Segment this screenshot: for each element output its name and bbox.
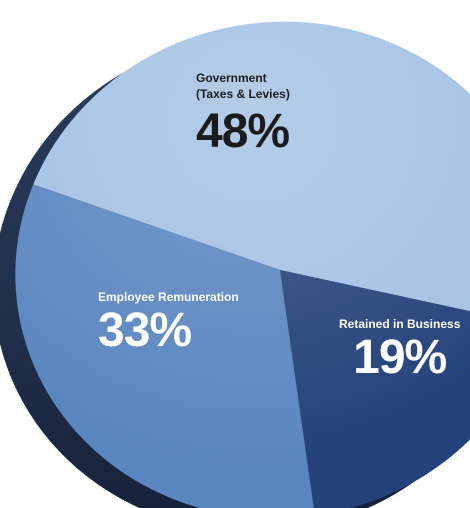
government-label-line-1: Government bbox=[196, 71, 267, 85]
slice-label-retained: Retained in Business 19% bbox=[339, 316, 460, 382]
employee-percent: 33% bbox=[98, 304, 192, 357]
government-label-line-2: (Taxes & Levies) bbox=[196, 87, 290, 101]
retained-percent: 19% bbox=[353, 331, 447, 384]
government-percent: 48% bbox=[196, 105, 290, 158]
employee-label: Employee Remuneration bbox=[98, 290, 239, 304]
retained-label: Retained in Business bbox=[339, 317, 461, 331]
slice-label-government: Government (Taxes & Levies) 48% bbox=[196, 70, 290, 156]
pie-highlight bbox=[15, 21, 470, 508]
slice-label-employee: Employee Remuneration 33% bbox=[98, 289, 239, 355]
